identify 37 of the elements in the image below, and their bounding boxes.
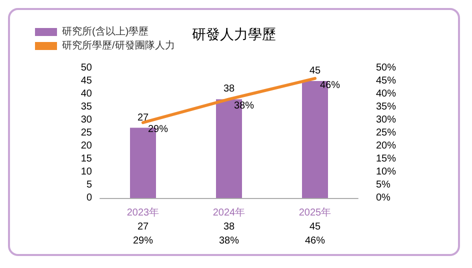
y2-tick-label: 50% xyxy=(376,62,396,74)
x-tick-label: 2023年 xyxy=(126,206,160,218)
y2-tick-label: 40% xyxy=(376,88,396,100)
text: 29% xyxy=(132,236,154,246)
y-tick-label: 15 xyxy=(80,154,92,164)
y-tick-label: 45 xyxy=(80,76,92,86)
y-tick-label: 0 xyxy=(86,192,92,204)
y2-tick-label: 15% xyxy=(376,154,396,164)
text: 27 xyxy=(137,112,149,124)
y-tick-label: 25 xyxy=(80,128,92,138)
y-tick-label: 50 xyxy=(80,62,92,74)
y2-tick-label: 45% xyxy=(376,76,396,86)
chart-title: 研發人力學歷 xyxy=(192,26,276,42)
y2-tick-label: 10% xyxy=(376,166,396,178)
y-tick-label: 10 xyxy=(80,166,92,178)
x-tick-label: 2024年 xyxy=(212,206,246,218)
y-tick-label: 20 xyxy=(80,140,92,152)
y-tick-label: 30 xyxy=(80,114,92,126)
text: 45 xyxy=(309,222,321,232)
y2-tick-label: 5% xyxy=(376,180,391,190)
text: 38% xyxy=(218,236,240,246)
x-tick-label: 2025年 xyxy=(298,206,332,218)
y2-tick-label: 25% xyxy=(376,128,396,138)
y-tick-label: 5 xyxy=(86,180,92,190)
text: 27 xyxy=(137,222,149,232)
y2-tick-label: 35% xyxy=(376,102,396,112)
text: 38 xyxy=(223,84,235,95)
text: 45 xyxy=(309,66,321,76)
y-tick-label: 40 xyxy=(80,88,92,100)
legend-label: 研究所學歷/研發團隊人力 xyxy=(62,40,175,52)
y2-tick-label: 30% xyxy=(376,114,396,126)
y2-tick-label: 20% xyxy=(376,140,396,152)
y-tick-label: 35 xyxy=(80,102,92,112)
text: 46% xyxy=(304,236,326,246)
text: 38 xyxy=(223,222,235,232)
y2-tick-label: 0% xyxy=(376,192,391,204)
legend-label: 研究所(含以上)學歷 xyxy=(62,26,149,38)
